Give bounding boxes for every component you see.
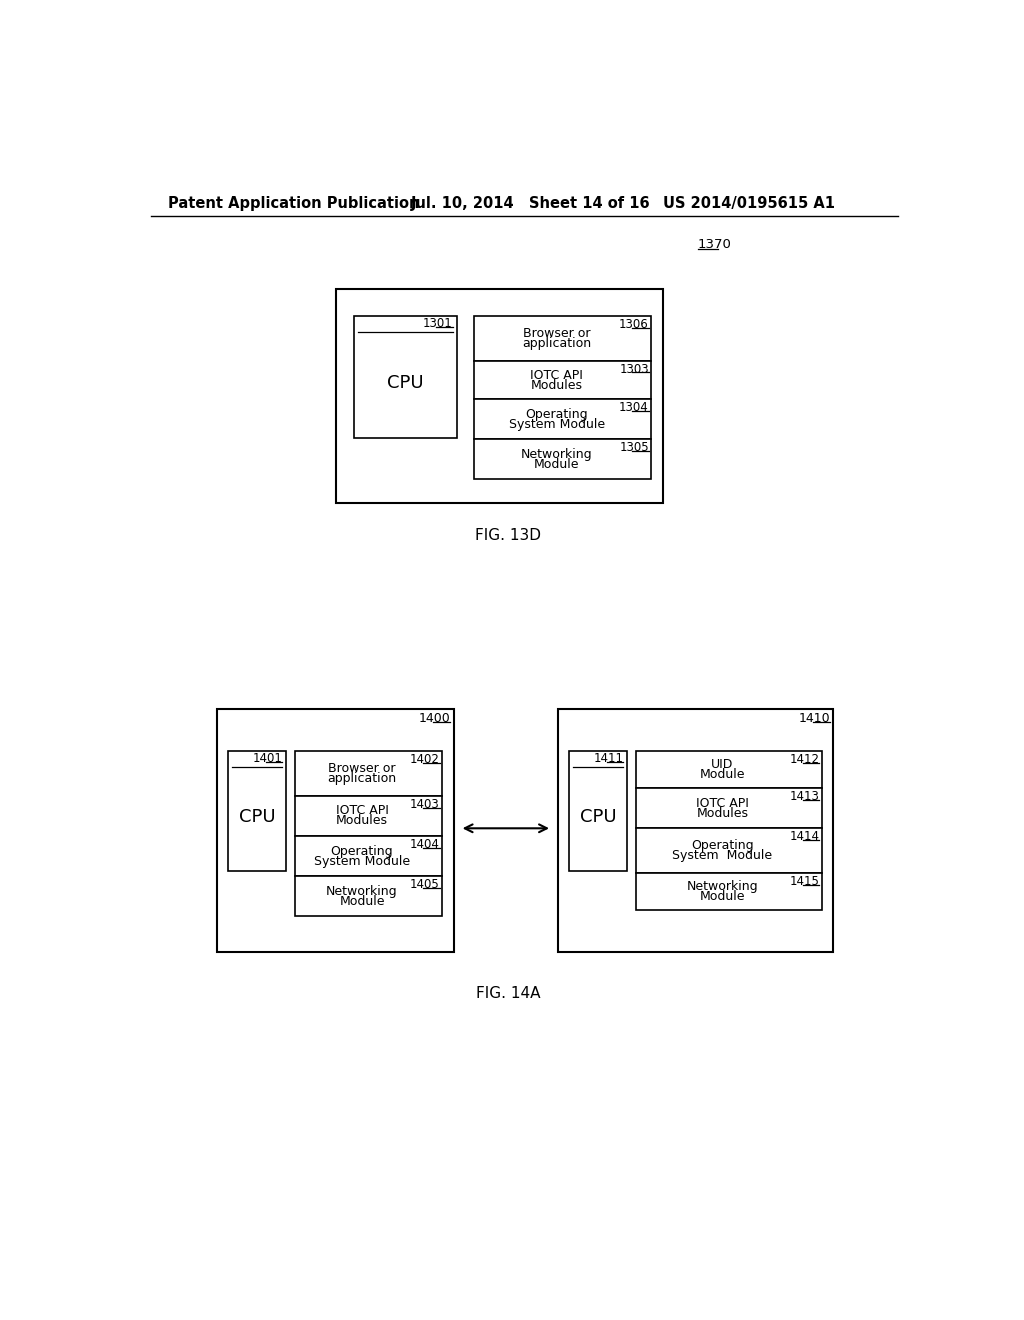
Bar <box>636 829 821 873</box>
Text: FIG. 13D: FIG. 13D <box>475 528 541 544</box>
Text: 1305: 1305 <box>620 441 649 454</box>
Bar <box>474 440 651 479</box>
Text: 1400: 1400 <box>419 713 451 726</box>
Text: Operating: Operating <box>525 408 588 421</box>
Text: 1415: 1415 <box>790 875 819 888</box>
Bar <box>636 751 821 788</box>
Text: 1410: 1410 <box>799 713 830 726</box>
Bar <box>474 360 651 400</box>
Text: 1404: 1404 <box>410 838 439 851</box>
Text: 1301: 1301 <box>423 317 453 330</box>
Text: 1412: 1412 <box>790 754 819 767</box>
Text: Networking: Networking <box>521 447 593 461</box>
Text: Module: Module <box>534 458 580 471</box>
Text: Patent Application Publication: Patent Application Publication <box>168 195 420 211</box>
Bar <box>295 751 442 796</box>
Bar <box>295 796 442 836</box>
Text: Modules: Modules <box>336 814 388 828</box>
Bar <box>217 709 454 952</box>
Text: CPU: CPU <box>580 808 616 826</box>
Text: 1403: 1403 <box>410 797 439 810</box>
Text: 1411: 1411 <box>593 752 624 766</box>
Bar <box>569 751 627 871</box>
Bar <box>636 788 821 829</box>
Text: US 2014/0195615 A1: US 2014/0195615 A1 <box>663 195 835 211</box>
Bar <box>336 289 663 503</box>
Text: application: application <box>328 772 396 785</box>
Text: 1401: 1401 <box>252 752 283 766</box>
Text: System Module: System Module <box>509 418 604 430</box>
Text: 1306: 1306 <box>620 318 649 331</box>
Text: Jul. 10, 2014   Sheet 14 of 16: Jul. 10, 2014 Sheet 14 of 16 <box>411 195 650 211</box>
Text: IOTC API: IOTC API <box>336 804 388 817</box>
Text: System  Module: System Module <box>673 849 772 862</box>
Bar <box>295 836 442 876</box>
Text: Module: Module <box>699 768 745 781</box>
Text: Module: Module <box>699 890 745 903</box>
Text: CPU: CPU <box>239 808 275 826</box>
Text: Modules: Modules <box>696 807 749 820</box>
Text: IOTC API: IOTC API <box>696 797 749 809</box>
Text: 1414: 1414 <box>790 830 819 843</box>
Bar <box>295 876 442 916</box>
Text: 1304: 1304 <box>620 401 649 414</box>
Text: Browser or: Browser or <box>523 327 590 341</box>
Bar <box>474 317 651 360</box>
Text: FIG. 14A: FIG. 14A <box>475 986 540 1002</box>
Text: 1370: 1370 <box>697 238 731 251</box>
Bar <box>474 400 651 440</box>
Text: 1405: 1405 <box>410 878 439 891</box>
Text: IOTC API: IOTC API <box>530 368 583 381</box>
Text: 1413: 1413 <box>790 791 819 804</box>
Bar <box>558 709 834 952</box>
Bar <box>354 317 457 438</box>
Text: CPU: CPU <box>387 375 424 392</box>
Text: Operating: Operating <box>691 840 754 853</box>
Bar <box>228 751 286 871</box>
Text: Networking: Networking <box>687 880 758 892</box>
Text: Operating: Operating <box>331 845 393 858</box>
Text: Module: Module <box>339 895 385 908</box>
Text: UID: UID <box>712 758 733 771</box>
Text: System Module: System Module <box>314 854 411 867</box>
Text: 1402: 1402 <box>410 754 439 767</box>
Text: Modules: Modules <box>530 379 583 392</box>
Text: application: application <box>522 337 591 350</box>
Bar <box>636 873 821 909</box>
Text: Networking: Networking <box>327 884 398 898</box>
Text: Browser or: Browser or <box>329 762 396 775</box>
Text: 1303: 1303 <box>620 363 649 376</box>
